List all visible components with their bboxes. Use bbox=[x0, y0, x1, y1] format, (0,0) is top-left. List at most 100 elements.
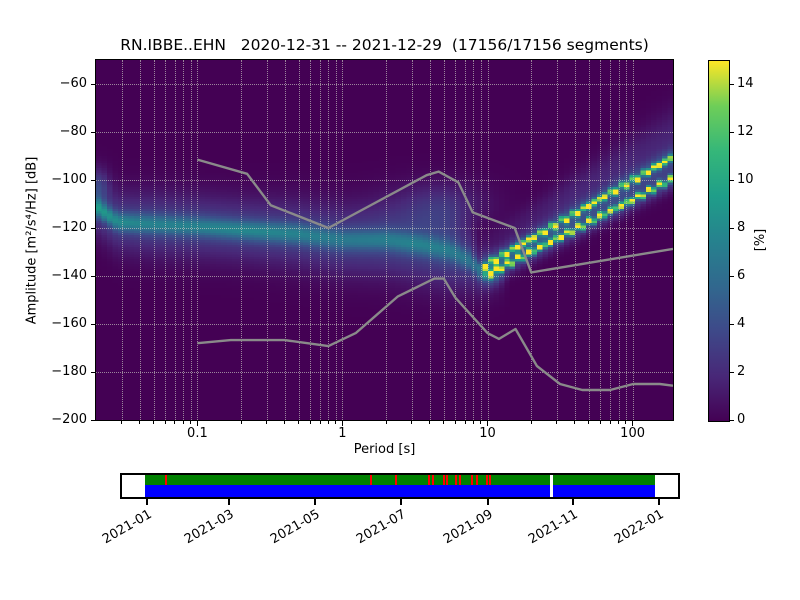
x-minor-tick bbox=[121, 421, 122, 424]
x-minor-tick bbox=[385, 421, 387, 424]
y-tick bbox=[91, 179, 96, 181]
minor-gridline bbox=[429, 60, 431, 420]
timeline-tick bbox=[228, 499, 231, 505]
timeline-event-mark bbox=[475, 475, 478, 485]
colorbar-tick-label: 10 bbox=[737, 172, 754, 187]
minor-gridline bbox=[625, 60, 627, 420]
minor-gridline bbox=[618, 60, 620, 420]
colorbar-tick bbox=[730, 323, 734, 325]
x-tick-label: 1 bbox=[338, 426, 347, 441]
x-minor-tick bbox=[240, 421, 242, 424]
minor-gridline bbox=[153, 60, 155, 420]
timeline-event-mark bbox=[432, 475, 435, 485]
x-minor-tick bbox=[599, 421, 601, 424]
x-minor-tick bbox=[443, 421, 445, 424]
minor-gridline bbox=[610, 60, 612, 420]
timeline-event-mark bbox=[394, 475, 397, 485]
x-minor-tick bbox=[588, 421, 590, 424]
major-gridline bbox=[96, 84, 673, 85]
timeline-event-mark bbox=[485, 475, 488, 485]
minor-gridline bbox=[480, 60, 482, 420]
minor-gridline bbox=[298, 60, 300, 420]
major-gridline bbox=[342, 60, 344, 420]
colorbar-tick-label: 8 bbox=[737, 220, 746, 235]
y-tick bbox=[91, 323, 96, 325]
timeline-stream-strip bbox=[145, 485, 655, 497]
minor-gridline bbox=[266, 60, 268, 420]
minor-gridline bbox=[600, 60, 602, 420]
timeline-date-label: 2021-05 bbox=[267, 507, 323, 548]
minor-gridline bbox=[328, 60, 330, 420]
minor-gridline bbox=[241, 60, 243, 420]
timeline-event-mark bbox=[428, 475, 431, 485]
x-tick-label: 0.1 bbox=[187, 426, 208, 441]
timeline-date-label: 2021-11 bbox=[526, 507, 581, 548]
x-minor-tick bbox=[266, 421, 268, 424]
y-tick bbox=[91, 275, 96, 277]
colorbar-tick bbox=[730, 131, 734, 133]
minor-gridline bbox=[455, 60, 457, 420]
major-gridline bbox=[96, 324, 673, 325]
minor-gridline bbox=[174, 60, 176, 420]
colorbar-tick bbox=[730, 83, 734, 85]
nhnm-curve bbox=[197, 158, 673, 274]
x-minor-tick bbox=[164, 421, 166, 424]
minor-gridline bbox=[190, 60, 192, 420]
timeline-event-mark bbox=[454, 475, 457, 485]
minor-gridline bbox=[411, 60, 413, 420]
colorbar-tick-label: 14 bbox=[737, 76, 754, 91]
timeline-date-label: 2021-07 bbox=[353, 507, 408, 548]
colorbar-tick-label: 0 bbox=[737, 412, 746, 427]
timeline-event-mark bbox=[164, 475, 167, 485]
x-tick-label: 10 bbox=[479, 426, 496, 441]
colorbar-gradient bbox=[709, 61, 729, 421]
minor-gridline bbox=[121, 60, 123, 420]
timeline-event-mark bbox=[445, 475, 448, 485]
nlnm-curve bbox=[197, 277, 673, 392]
minor-gridline bbox=[320, 60, 321, 420]
y-tick-label: −180 bbox=[51, 364, 87, 379]
timeline-date-label: 2021-09 bbox=[440, 507, 496, 548]
x-major-tick bbox=[487, 421, 488, 426]
x-minor-tick bbox=[429, 421, 431, 424]
timeline-tick bbox=[572, 499, 575, 505]
x-minor-tick bbox=[327, 421, 329, 424]
minor-gridline bbox=[310, 60, 312, 420]
x-major-tick bbox=[196, 421, 198, 426]
minor-gridline bbox=[588, 60, 590, 420]
major-gridline bbox=[96, 228, 673, 229]
colorbar-tick-label: 4 bbox=[737, 316, 746, 331]
major-gridline bbox=[96, 132, 673, 133]
minor-gridline bbox=[465, 60, 466, 420]
ppsd-heatmap-canvas bbox=[96, 60, 673, 420]
x-axis-label: Period [s] bbox=[353, 442, 416, 457]
noise-model-curves bbox=[197, 158, 673, 392]
minor-gridline bbox=[284, 60, 286, 420]
y-tick bbox=[91, 419, 96, 421]
plot-title: RN.IBBE..EHN 2020-12-31 -- 2021-12-29 (1… bbox=[120, 36, 649, 54]
y-tick bbox=[91, 83, 96, 85]
y-tick-label: −200 bbox=[51, 412, 87, 427]
minor-gridline bbox=[165, 60, 167, 420]
x-minor-tick bbox=[625, 421, 627, 424]
timeline-tick bbox=[313, 499, 316, 505]
y-tick bbox=[91, 131, 96, 133]
timeline-event-mark bbox=[442, 475, 445, 485]
x-minor-tick bbox=[190, 421, 192, 424]
colorbar-tick bbox=[730, 371, 734, 373]
colorbar-tick bbox=[730, 275, 734, 277]
colorbar-tick-label: 6 bbox=[737, 268, 746, 283]
x-minor-tick bbox=[335, 421, 337, 424]
colorbar-tick bbox=[730, 419, 734, 421]
timeline-date-label: 2021-03 bbox=[182, 507, 237, 548]
minor-gridline bbox=[183, 60, 185, 420]
y-tick bbox=[91, 227, 96, 229]
major-gridline bbox=[96, 372, 673, 373]
minor-gridline bbox=[139, 60, 141, 420]
major-gridline bbox=[96, 180, 673, 181]
colorbar-tick-label: 12 bbox=[737, 124, 754, 139]
y-tick-label: −120 bbox=[51, 220, 87, 235]
timeline-date-label: 2022-01 bbox=[612, 507, 667, 548]
x-minor-tick bbox=[411, 421, 413, 424]
